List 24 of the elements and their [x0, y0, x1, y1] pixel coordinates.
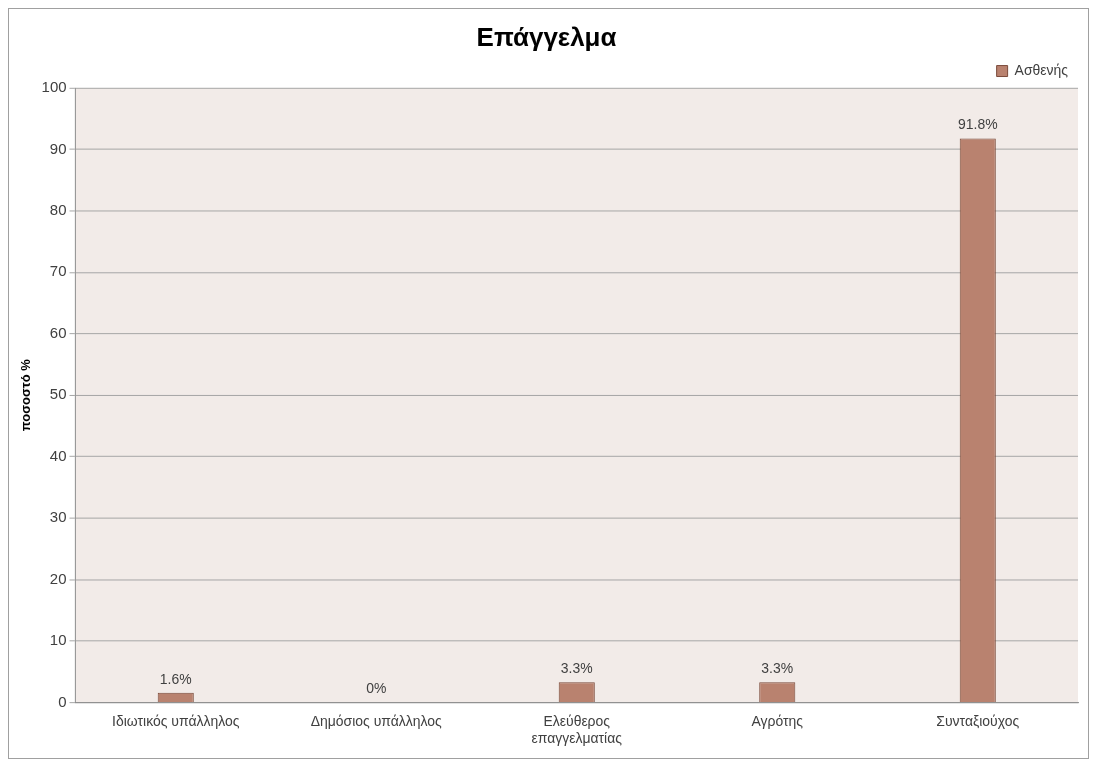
y-tick-label: 70 [49, 262, 67, 280]
y-tick-label: 20 [49, 569, 67, 587]
data-label: 91.8% [957, 116, 998, 133]
y-axis-title: ποσοστό % [18, 358, 34, 432]
y-tick-label: 50 [49, 385, 67, 403]
data-label: 3.3% [761, 660, 794, 677]
data-label: 3.3% [560, 660, 593, 677]
y-tick-label: 40 [49, 446, 67, 464]
y-tick-label: 60 [49, 323, 67, 341]
y-tick-label: 10 [49, 631, 67, 649]
legend-label: Ασθενής [1014, 61, 1069, 78]
x-tick-label: Ελεύθερος επαγγελματίας [531, 712, 623, 746]
data-label: 0% [366, 680, 387, 697]
y-tick-label: 90 [49, 139, 67, 157]
y-tick-label: 100 [41, 78, 67, 96]
x-tick-label: Δημόσιος υπάλληλος [310, 712, 443, 729]
x-tick-label: Συνταξιούχος [936, 712, 1020, 729]
x-tick-label: Αγρότης [751, 712, 804, 729]
x-tick-label: Ιδιωτικός υπάλληλος [112, 712, 240, 729]
y-tick-label: 80 [49, 201, 67, 219]
chart-title: Επάγγελμα [476, 22, 617, 51]
y-tick-label: 0 [58, 692, 67, 710]
y-tick-label: 30 [49, 508, 67, 526]
data-label: 1.6% [159, 670, 192, 687]
